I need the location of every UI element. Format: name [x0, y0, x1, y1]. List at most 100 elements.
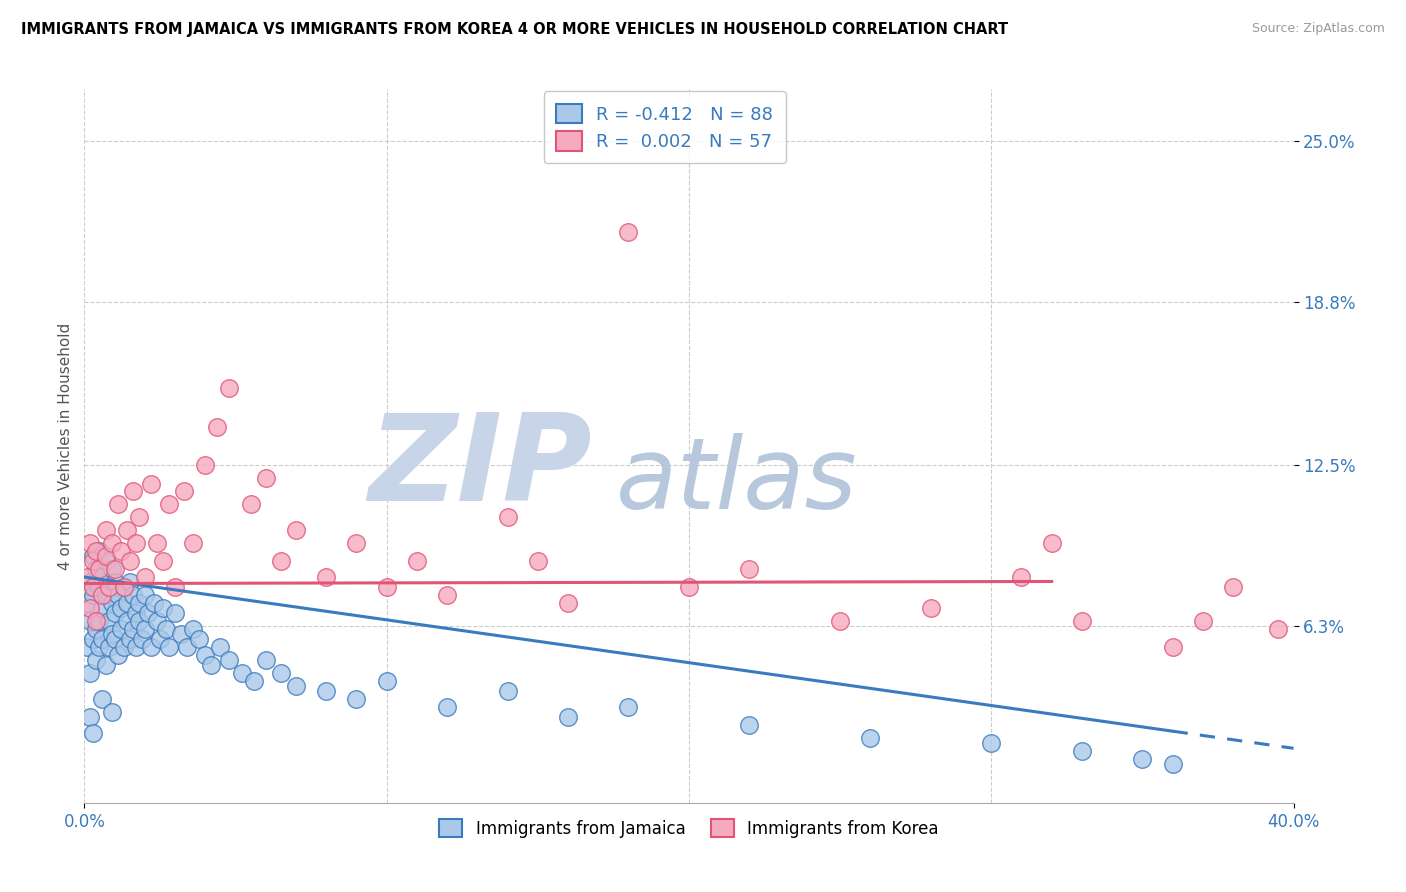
Point: [149, 632, 172, 647]
Point: [270, 666, 292, 681]
Point: [738, 718, 761, 732]
Point: [496, 684, 519, 698]
Point: [82, 581, 104, 595]
Point: [94, 549, 117, 564]
Point: [89, 581, 111, 595]
Point: [76, 640, 98, 654]
Point: [118, 554, 141, 568]
Point: [1192, 614, 1215, 628]
Point: [94, 524, 117, 538]
Point: [89, 562, 111, 576]
Text: Source: ZipAtlas.com: Source: ZipAtlas.com: [1251, 22, 1385, 36]
Point: [1161, 640, 1184, 654]
Point: [82, 554, 104, 568]
Point: [157, 497, 180, 511]
Point: [496, 510, 519, 524]
Point: [146, 536, 169, 550]
Point: [107, 588, 129, 602]
Point: [100, 596, 122, 610]
Point: [97, 581, 120, 595]
Point: [617, 699, 640, 714]
Point: [1071, 614, 1094, 628]
Point: [107, 497, 129, 511]
Point: [375, 581, 398, 595]
Point: [285, 524, 308, 538]
Point: [112, 581, 135, 595]
Point: [76, 570, 98, 584]
Point: [79, 575, 101, 590]
Point: [315, 684, 337, 698]
Point: [125, 536, 148, 550]
Point: [89, 614, 111, 628]
Point: [110, 544, 132, 558]
Point: [859, 731, 882, 745]
Point: [346, 536, 368, 550]
Point: [94, 554, 117, 568]
Point: [194, 648, 217, 662]
Point: [1130, 752, 1153, 766]
Point: [79, 710, 101, 724]
Point: [557, 710, 579, 724]
Point: [146, 614, 169, 628]
Point: [152, 601, 174, 615]
Point: [82, 632, 104, 647]
Point: [188, 632, 211, 647]
Point: [100, 536, 122, 550]
Point: [112, 581, 135, 595]
Point: [91, 588, 114, 602]
Point: [200, 658, 222, 673]
Point: [86, 653, 108, 667]
Point: [104, 632, 127, 647]
Point: [82, 725, 104, 739]
Point: [139, 476, 162, 491]
Point: [194, 458, 217, 473]
Point: [270, 554, 292, 568]
Point: [97, 581, 120, 595]
Point: [125, 640, 148, 654]
Point: [94, 658, 117, 673]
Point: [79, 601, 101, 615]
Point: [436, 588, 458, 602]
Point: [104, 562, 127, 576]
Point: [89, 544, 111, 558]
Text: IMMIGRANTS FROM JAMAICA VS IMMIGRANTS FROM KOREA 4 OR MORE VEHICLES IN HOUSEHOLD: IMMIGRANTS FROM JAMAICA VS IMMIGRANTS FR…: [21, 22, 1008, 37]
Point: [115, 614, 138, 628]
Point: [100, 705, 122, 719]
Point: [79, 614, 101, 628]
Point: [1267, 622, 1289, 636]
Point: [118, 575, 141, 590]
Point: [239, 497, 262, 511]
Text: ZIP: ZIP: [368, 409, 592, 526]
Point: [134, 588, 156, 602]
Point: [100, 562, 122, 576]
Point: [1161, 756, 1184, 771]
Point: [165, 607, 187, 621]
Point: [76, 596, 98, 610]
Point: [557, 596, 579, 610]
Point: [100, 627, 122, 641]
Point: [86, 544, 108, 558]
Point: [242, 673, 264, 688]
Point: [79, 666, 101, 681]
Point: [115, 596, 138, 610]
Point: [157, 640, 180, 654]
Point: [91, 601, 114, 615]
Point: [121, 588, 143, 602]
Point: [110, 622, 132, 636]
Point: [139, 640, 162, 654]
Text: atlas: atlas: [616, 434, 858, 530]
Point: [678, 581, 700, 595]
Point: [134, 622, 156, 636]
Point: [115, 524, 138, 538]
Point: [91, 692, 114, 706]
Point: [121, 622, 143, 636]
Point: [112, 640, 135, 654]
Point: [91, 632, 114, 647]
Point: [134, 570, 156, 584]
Point: [181, 536, 204, 550]
Point: [104, 607, 127, 621]
Point: [346, 692, 368, 706]
Point: [285, 679, 308, 693]
Point: [406, 554, 429, 568]
Point: [110, 601, 132, 615]
